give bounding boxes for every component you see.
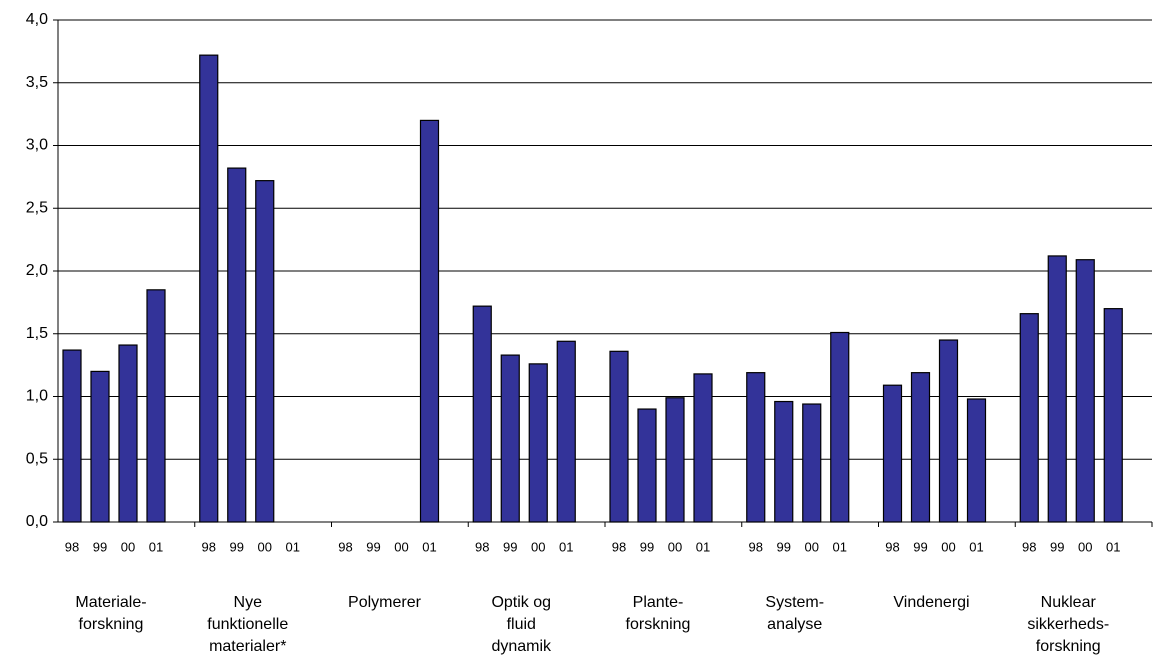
x-tick-label: 01	[1106, 539, 1120, 554]
x-tick-label: 01	[286, 539, 300, 554]
x-tick-label: 01	[696, 539, 710, 554]
x-tick-label: 99	[366, 539, 380, 554]
x-tick-label: 99	[503, 539, 517, 554]
y-tick-label: 4,0	[26, 11, 48, 28]
y-tick-label: 3,0	[26, 137, 48, 154]
bar	[802, 403, 822, 523]
bar	[774, 400, 794, 523]
bar	[62, 349, 82, 523]
x-tick-label: 99	[1050, 539, 1064, 554]
x-tick-label: 00	[941, 539, 955, 554]
bar	[199, 54, 219, 523]
x-tick-label: 01	[969, 539, 983, 554]
bar	[746, 372, 766, 523]
group-label: Nuklear sikkerheds- forskning	[1027, 594, 1110, 655]
bar	[118, 344, 138, 523]
x-tick-label: 99	[777, 539, 791, 554]
y-tick-label: 3,5	[26, 74, 48, 91]
x-tick-label: 99	[640, 539, 654, 554]
bar	[1019, 313, 1039, 523]
x-tick-label: 00	[668, 539, 682, 554]
x-tick-label: 98	[1022, 539, 1036, 554]
group-label: System- analyse	[765, 594, 825, 633]
bar	[90, 370, 110, 523]
x-tick-label: 00	[1078, 539, 1092, 554]
bar	[966, 398, 987, 523]
y-tick-label: 2,0	[26, 262, 48, 279]
bar	[419, 119, 440, 523]
x-tick-label: 99	[913, 539, 927, 554]
bar	[255, 180, 275, 523]
x-tick-label: 98	[202, 539, 216, 554]
bar	[227, 167, 247, 523]
bar	[1047, 255, 1067, 523]
x-tick-label: 99	[93, 539, 107, 554]
group-label: Polymerer	[348, 594, 421, 611]
bar	[882, 384, 903, 523]
bar	[146, 289, 166, 523]
x-tick-label: 98	[749, 539, 763, 554]
x-tick-label: 01	[422, 539, 436, 554]
x-tick-label: 98	[612, 539, 626, 554]
bar	[665, 397, 685, 523]
x-tick-label: 00	[805, 539, 819, 554]
bar	[609, 350, 629, 523]
x-tick-label: 00	[531, 539, 545, 554]
x-tick-label: 01	[149, 539, 163, 554]
group-label: Nye funktionelle materialer*	[207, 594, 289, 655]
y-tick-label: 2,5	[26, 199, 48, 216]
y-tick-label: 1,5	[26, 325, 48, 342]
x-tick-label: 01	[833, 539, 847, 554]
bar	[938, 339, 959, 523]
x-tick-label: 98	[338, 539, 352, 554]
bar	[1103, 308, 1123, 523]
bar	[693, 373, 713, 523]
group-label: Materiale- forskning	[75, 594, 147, 633]
bar	[910, 372, 931, 523]
x-tick-label: 98	[885, 539, 899, 554]
x-tick-label: 99	[230, 539, 244, 554]
group-label: Optik og fluid dynamik	[491, 594, 552, 655]
x-tick-label: 00	[394, 539, 408, 554]
bar	[1075, 259, 1095, 523]
bar	[472, 305, 492, 523]
x-tick-label: 00	[258, 539, 272, 554]
x-tick-label: 98	[475, 539, 489, 554]
x-tick-label: 98	[65, 539, 79, 554]
x-tick-label: 01	[559, 539, 573, 554]
bar	[528, 363, 548, 523]
y-tick-label: 0,0	[26, 513, 48, 530]
x-tick-label: 00	[121, 539, 135, 554]
bar	[556, 340, 576, 523]
bar	[637, 408, 657, 523]
group-label: Vindenergi	[893, 594, 970, 611]
group-label: Plante- forskning	[625, 594, 691, 633]
bar	[500, 354, 520, 523]
bar	[830, 331, 850, 523]
y-tick-label: 0,5	[26, 450, 48, 467]
y-tick-label: 1,0	[26, 388, 48, 405]
